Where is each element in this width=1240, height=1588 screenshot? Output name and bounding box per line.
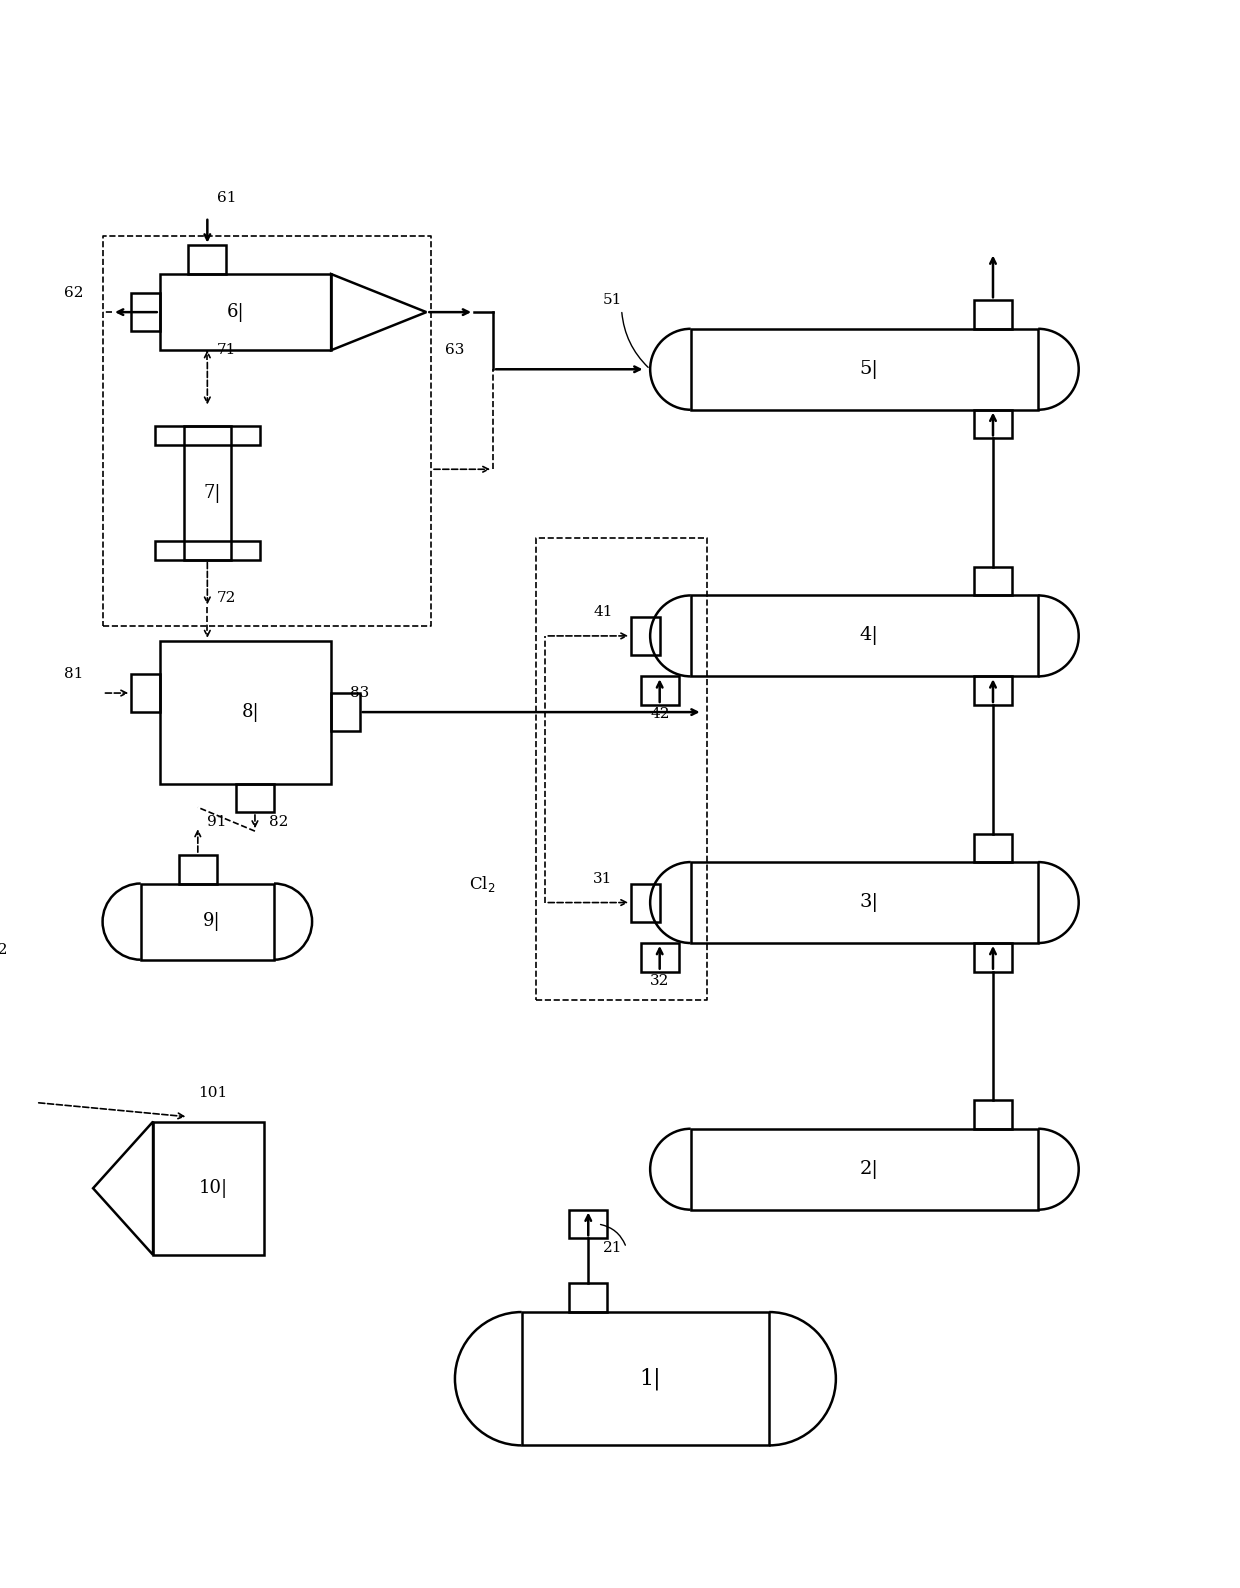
Bar: [973, 567, 1012, 596]
Bar: [155, 540, 259, 559]
Bar: [973, 943, 1012, 972]
Text: 32: 32: [650, 973, 670, 988]
Text: 82: 82: [269, 815, 289, 829]
Text: 7|: 7|: [203, 484, 221, 502]
Bar: [569, 1210, 608, 1239]
Text: 3|: 3|: [859, 892, 879, 912]
Text: 41: 41: [593, 605, 613, 619]
Text: 21: 21: [603, 1240, 622, 1255]
Bar: [973, 300, 1012, 329]
Text: 42: 42: [650, 708, 670, 721]
Text: 92: 92: [0, 943, 7, 958]
Bar: [522, 1312, 769, 1445]
Text: 83: 83: [350, 686, 370, 700]
Bar: [160, 640, 331, 783]
Bar: [691, 862, 1038, 943]
Text: 4|: 4|: [859, 626, 879, 645]
Bar: [236, 783, 274, 811]
Bar: [973, 410, 1012, 438]
Text: 10|: 10|: [198, 1178, 228, 1197]
Bar: [188, 246, 227, 275]
Text: 1|: 1|: [640, 1367, 661, 1390]
Bar: [631, 616, 660, 654]
Text: 91: 91: [207, 815, 227, 829]
Bar: [155, 427, 259, 446]
Text: 2|: 2|: [859, 1159, 879, 1178]
Text: 8|: 8|: [242, 702, 259, 721]
Bar: [131, 294, 160, 332]
Bar: [641, 943, 678, 972]
Bar: [331, 692, 360, 730]
Text: 81: 81: [64, 667, 84, 681]
Text: 72: 72: [217, 591, 237, 605]
Bar: [691, 596, 1038, 676]
Bar: [631, 883, 660, 921]
Text: 63: 63: [445, 343, 465, 357]
Text: 31: 31: [593, 872, 613, 886]
Bar: [691, 1129, 1038, 1210]
Text: 101: 101: [198, 1086, 227, 1100]
Bar: [131, 673, 160, 711]
Text: 9|: 9|: [203, 912, 221, 931]
Bar: [160, 275, 331, 351]
Bar: [691, 329, 1038, 410]
Bar: [140, 883, 274, 959]
Text: Cl$_2$: Cl$_2$: [469, 873, 496, 894]
Bar: [973, 834, 1012, 862]
Bar: [569, 1283, 608, 1312]
Bar: [184, 427, 231, 559]
Bar: [973, 1100, 1012, 1129]
Bar: [153, 1121, 264, 1255]
Text: 71: 71: [217, 343, 237, 357]
Text: 62: 62: [64, 286, 84, 300]
Text: 6|: 6|: [227, 303, 244, 322]
Bar: [641, 676, 678, 705]
Text: 51: 51: [603, 294, 622, 306]
Bar: [179, 854, 217, 883]
Text: 61: 61: [217, 191, 237, 205]
Text: 5|: 5|: [859, 360, 879, 380]
Bar: [973, 676, 1012, 705]
